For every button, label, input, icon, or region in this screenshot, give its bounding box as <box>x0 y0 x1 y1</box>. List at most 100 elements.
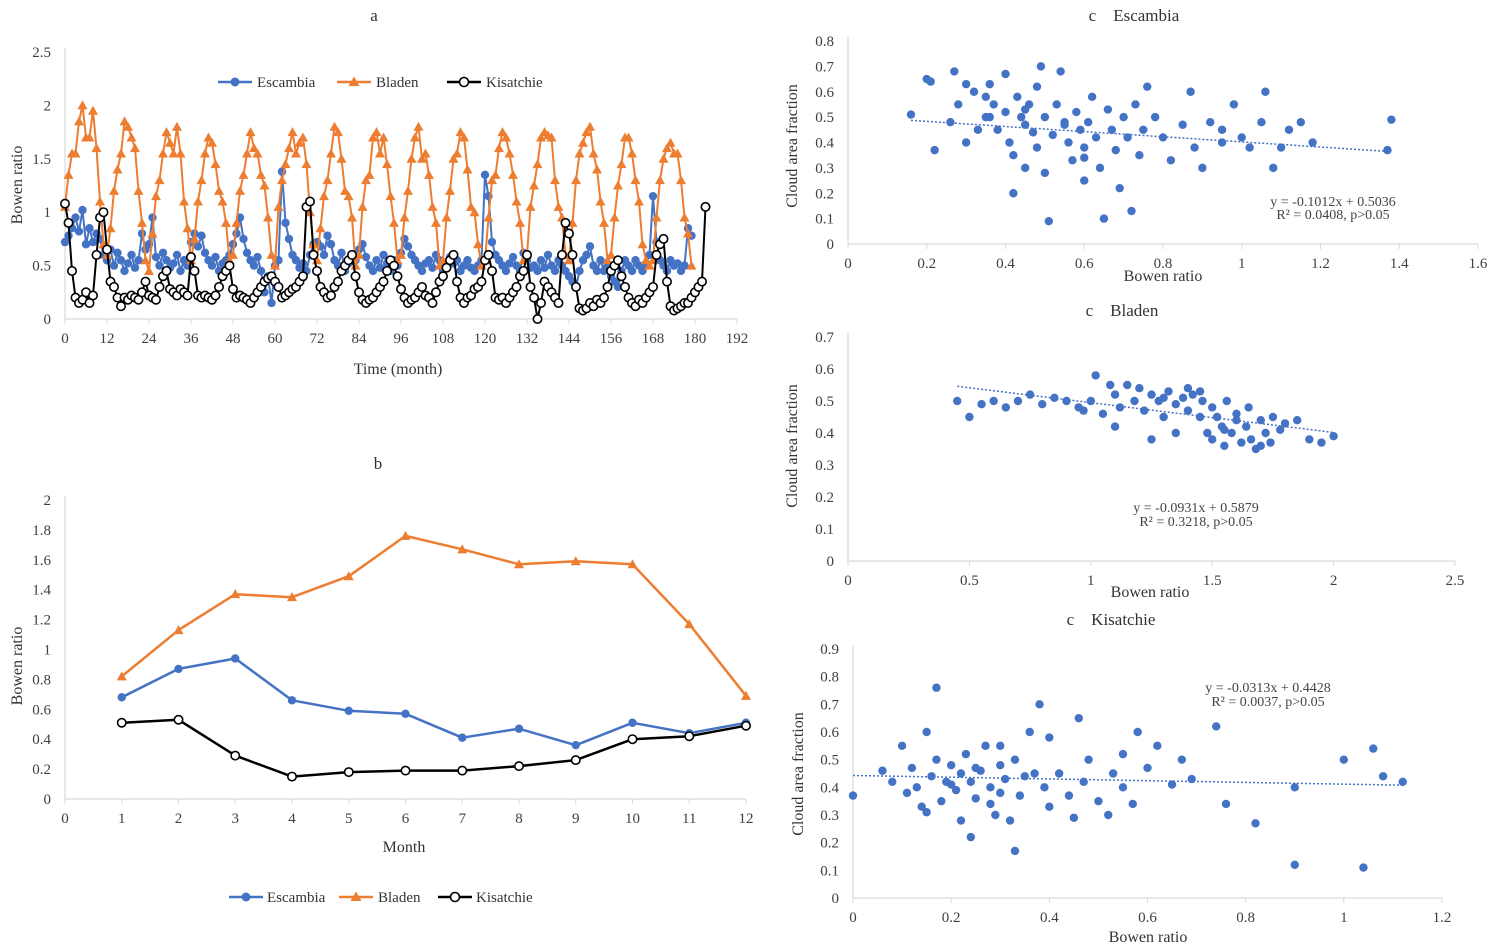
scatter-point <box>1217 125 1227 135</box>
point-bladen <box>606 249 616 259</box>
scatter-point <box>1028 128 1038 137</box>
point-bladen <box>420 148 431 158</box>
scatter-point <box>1292 416 1302 425</box>
scatter-point <box>1010 846 1020 856</box>
point-bladen <box>424 169 434 179</box>
point-kisatchie <box>388 260 399 271</box>
scatter-point <box>1227 428 1236 438</box>
point-bladen <box>77 100 88 110</box>
point-escambia <box>207 261 217 270</box>
scatter-point <box>1119 112 1128 122</box>
scatter-point <box>971 763 980 773</box>
scatter-point <box>1040 783 1049 792</box>
point-kisatchie <box>451 276 462 287</box>
scatter-point <box>1232 409 1241 418</box>
panel-c-bladen-title: c Bladen <box>1086 301 1159 320</box>
point-kisatchie <box>518 265 529 276</box>
point-escambia <box>127 250 136 260</box>
point-bladen <box>357 201 368 211</box>
point-bladen <box>270 260 280 270</box>
y-tick-label: 0.6 <box>815 85 834 101</box>
point-bladen <box>501 132 511 142</box>
point-escambia <box>673 259 682 268</box>
scatter-point <box>907 763 917 773</box>
point-bladen <box>511 196 522 206</box>
panel-c-escambia: c Escambia 0 0.2 0.4 0.6 0.8 1 1.2 1.4 1.6 0 0.1 0.… <box>784 6 1488 285</box>
point-escambia <box>287 696 297 705</box>
x-tick-label: 5 <box>345 811 353 827</box>
x-tick-label: 180 <box>684 331 707 347</box>
scatter-point <box>1276 143 1286 152</box>
point-bladen <box>494 143 504 153</box>
point-kisatchie <box>696 276 707 287</box>
y-tick-label: 0.8 <box>820 670 839 686</box>
point-kisatchie <box>511 281 522 292</box>
scatter-point <box>922 727 931 737</box>
scatter-point <box>1206 118 1215 127</box>
point-kisatchie <box>486 265 497 276</box>
point-kisatchie <box>116 717 127 728</box>
point-escambia <box>172 250 182 260</box>
panel-c-escambia-marks <box>906 62 1396 226</box>
point-bladen <box>189 233 200 243</box>
scatter-point <box>1178 120 1187 129</box>
scatter-point <box>966 777 975 786</box>
panel-b-ylabel: Bowen ratio <box>9 627 26 706</box>
scatter-point <box>1030 769 1039 778</box>
point-escambia <box>109 261 119 270</box>
scatter-point <box>1060 118 1069 127</box>
scatter-point <box>1244 403 1253 412</box>
x-tick-label: 0.8 <box>1154 256 1173 272</box>
point-escambia <box>323 231 332 240</box>
point-bladen <box>154 175 165 185</box>
scatter-point <box>1040 112 1050 122</box>
point-escambia <box>428 263 437 272</box>
point-escambia <box>680 261 689 270</box>
point-escambia <box>628 718 637 727</box>
x-tick-label: 11 <box>682 811 696 827</box>
point-bladen <box>266 249 277 259</box>
point-bladen <box>228 249 238 259</box>
point-kisatchie <box>332 276 343 287</box>
panel-a-marks <box>59 100 711 324</box>
point-kisatchie <box>91 249 102 260</box>
scatter-point <box>1208 435 1217 444</box>
scatter-point <box>1038 400 1047 409</box>
point-bladen <box>514 559 524 569</box>
point-bladen <box>109 185 119 195</box>
y-tick-label: 0.7 <box>820 697 839 713</box>
x-tick-label: 144 <box>558 331 581 347</box>
point-bladen <box>350 260 361 270</box>
y-tick-label: 1.5 <box>32 152 51 168</box>
x-tick-label: 12 <box>739 811 754 827</box>
point-kisatchie <box>570 281 581 292</box>
point-bladen <box>298 132 308 142</box>
x-tick-label: 168 <box>642 331 665 347</box>
point-bladen <box>581 127 592 137</box>
point-kisatchie <box>602 281 613 292</box>
point-bladen <box>116 148 126 158</box>
point-escambia <box>375 263 385 272</box>
scatter-point <box>1290 783 1299 792</box>
scatter-point <box>1115 183 1124 193</box>
scatter-point <box>1186 87 1195 96</box>
y-tick-label: 0 <box>44 312 52 328</box>
x-tick-label: 4 <box>288 811 296 827</box>
point-bladen <box>340 185 350 195</box>
point-kisatchie <box>619 281 630 292</box>
point-bladen <box>469 207 480 217</box>
point-bladen <box>627 559 638 569</box>
point-bladen <box>616 159 627 169</box>
panel-c-kisatchie-axes: 0 0.2 0.4 0.6 0.8 1 1.2 0 0.1 0.2 0.3 0.4 0.5 0.6 0.7 0… <box>820 642 1451 926</box>
point-kisatchie <box>661 276 672 287</box>
x-tick-label: 0 <box>844 256 852 272</box>
point-bladen <box>515 217 525 227</box>
point-kisatchie <box>521 249 532 260</box>
scatter-point <box>1111 145 1120 155</box>
scatter-point <box>1098 409 1108 418</box>
scatter-point <box>1220 425 1229 434</box>
point-bladen <box>427 201 438 211</box>
scatter-point <box>1072 107 1081 117</box>
point-kisatchie <box>273 281 284 292</box>
x-tick-label: 24 <box>142 331 158 347</box>
